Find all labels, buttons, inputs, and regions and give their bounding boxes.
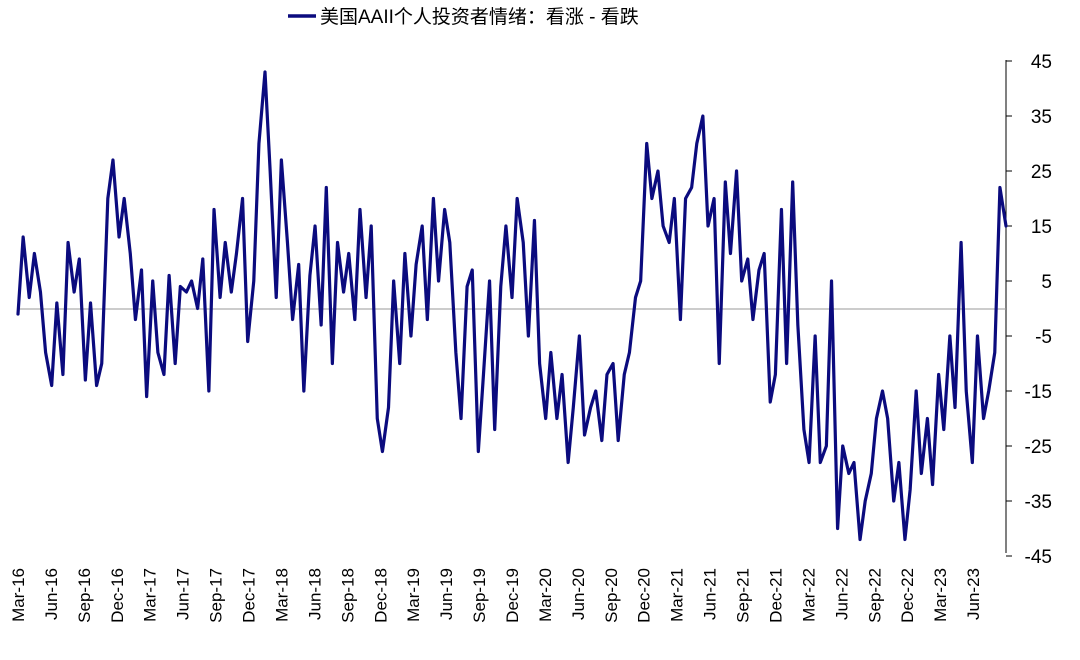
x-tick-label: Dec-19 [503, 568, 522, 623]
x-tick-label: Sep-19 [470, 568, 489, 623]
y-tick-label: 35 [1031, 107, 1052, 128]
x-tick-label: Dec-16 [108, 568, 127, 623]
x-tick-label: Mar-23 [931, 568, 950, 622]
x-tick-label: Jun-22 [832, 568, 851, 620]
x-tick-label: Mar-17 [141, 568, 160, 622]
x-tick-label: Jun-23 [964, 568, 983, 620]
y-tick-label: 5 [1041, 272, 1052, 293]
legend: 美国AAII个人投资者情绪：看涨 - 看跌 [288, 6, 639, 28]
x-tick-label: Dec-22 [898, 568, 917, 623]
x-tick-label: Sep-17 [207, 568, 226, 623]
x-tick-label: Mar-22 [799, 568, 818, 622]
x-tick-label: Mar-20 [536, 568, 555, 622]
x-tick-label: Sep-18 [338, 568, 357, 623]
plot-area [16, 70, 1008, 542]
x-tick-label: Jun-18 [305, 568, 324, 620]
x-tick-label: Dec-17 [240, 568, 259, 623]
y-tick-label: -35 [1025, 492, 1052, 513]
x-tick-label: Sep-21 [734, 568, 753, 623]
x-tick-label: Jun-17 [174, 568, 193, 620]
x-tick-label: Mar-16 [9, 568, 28, 622]
legend-label: 美国AAII个人投资者情绪：看涨 - 看跌 [320, 6, 639, 28]
x-tick-label: Dec-18 [371, 568, 390, 623]
x-tick-label: Dec-21 [766, 568, 785, 623]
x-tick-label: Mar-18 [272, 568, 291, 622]
y-axis-ticks: 45 35 25 15 5 -5 -15 -25 -35 -45 [1006, 52, 1052, 568]
series-line [16, 70, 1008, 542]
x-tick-label: Jun-21 [701, 568, 720, 620]
y-tick-label: 45 [1031, 52, 1052, 73]
x-tick-label: Jun-16 [42, 568, 61, 620]
y-tick-label: 15 [1031, 217, 1052, 238]
x-tick-label: Dec-20 [635, 568, 654, 623]
x-tick-label: Jun-20 [569, 568, 588, 620]
x-tick-label: Jun-19 [437, 568, 456, 620]
y-tick-label: -25 [1025, 437, 1052, 458]
y-tick-label: -15 [1025, 382, 1052, 403]
x-tick-label: Mar-19 [404, 568, 423, 622]
x-tick-label: Sep-22 [865, 568, 884, 623]
x-tick-label: Sep-20 [602, 568, 621, 623]
x-axis-ticks: Mar-16 Jun-16 Sep-16 Dec-16 Mar-17 Jun-17 Sep-… [9, 568, 983, 623]
y-tick-label: -5 [1035, 327, 1052, 348]
y-tick-label: 25 [1031, 162, 1052, 183]
x-tick-label: Sep-16 [75, 568, 94, 623]
x-tick-label: Mar-21 [668, 568, 687, 622]
y-tick-label: -45 [1025, 547, 1052, 568]
